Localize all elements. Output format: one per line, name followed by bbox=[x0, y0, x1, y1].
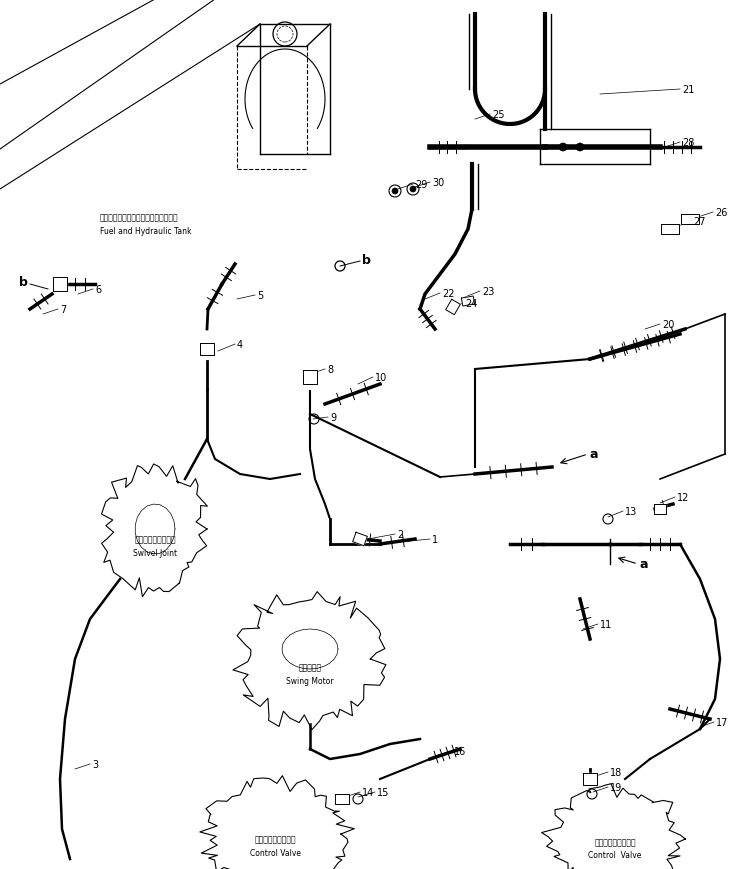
Text: 4: 4 bbox=[237, 340, 243, 349]
Text: 29: 29 bbox=[415, 180, 428, 189]
Text: 7: 7 bbox=[60, 305, 67, 315]
Circle shape bbox=[559, 144, 567, 152]
Text: 18: 18 bbox=[610, 767, 622, 777]
Circle shape bbox=[576, 144, 584, 152]
Text: Control  Valve: Control Valve bbox=[588, 851, 642, 859]
Text: b: b bbox=[362, 253, 371, 266]
Text: コントロールバルブ: コントロールバルブ bbox=[254, 834, 296, 844]
Text: 10: 10 bbox=[375, 373, 387, 382]
Text: 30: 30 bbox=[432, 178, 444, 188]
Text: 2: 2 bbox=[397, 529, 403, 540]
Text: 9: 9 bbox=[330, 413, 336, 422]
Circle shape bbox=[410, 187, 416, 193]
Text: フュエルおよびハイドロリックタンク: フュエルおよびハイドロリックタンク bbox=[100, 213, 178, 222]
Text: b: b bbox=[19, 276, 28, 289]
Text: Swivel Joint: Swivel Joint bbox=[133, 549, 177, 558]
Text: 12: 12 bbox=[677, 493, 690, 502]
Polygon shape bbox=[681, 215, 699, 225]
Text: 3: 3 bbox=[92, 760, 98, 769]
Text: 21: 21 bbox=[682, 85, 694, 95]
Circle shape bbox=[392, 189, 398, 195]
Polygon shape bbox=[661, 225, 679, 235]
Text: Swing Motor: Swing Motor bbox=[286, 677, 334, 686]
Polygon shape bbox=[353, 533, 367, 546]
Polygon shape bbox=[233, 592, 386, 730]
Text: 16: 16 bbox=[454, 746, 466, 756]
Text: a: a bbox=[640, 558, 648, 571]
Polygon shape bbox=[583, 773, 597, 785]
Text: 8: 8 bbox=[327, 365, 333, 375]
Text: Control Valve: Control Valve bbox=[249, 848, 300, 858]
Text: Fuel and Hydraulic Tank: Fuel and Hydraulic Tank bbox=[100, 227, 192, 236]
Text: 19: 19 bbox=[610, 782, 622, 792]
Polygon shape bbox=[303, 370, 317, 385]
Polygon shape bbox=[53, 278, 67, 292]
Text: 28: 28 bbox=[682, 138, 694, 148]
Text: 15: 15 bbox=[377, 787, 389, 797]
Polygon shape bbox=[200, 776, 354, 869]
Text: 22: 22 bbox=[442, 289, 454, 299]
Text: 25: 25 bbox=[492, 109, 505, 120]
Polygon shape bbox=[200, 343, 214, 355]
Polygon shape bbox=[335, 794, 349, 804]
Text: 27: 27 bbox=[693, 216, 705, 227]
Polygon shape bbox=[462, 296, 474, 307]
Polygon shape bbox=[445, 300, 460, 315]
Text: スイベルジョイント: スイベルジョイント bbox=[134, 535, 176, 544]
Text: 24: 24 bbox=[465, 299, 477, 308]
Text: 23: 23 bbox=[482, 287, 494, 296]
Text: 17: 17 bbox=[716, 717, 728, 727]
Polygon shape bbox=[542, 784, 685, 869]
Polygon shape bbox=[654, 504, 666, 514]
Text: 14: 14 bbox=[362, 787, 374, 797]
Text: 1: 1 bbox=[432, 534, 438, 544]
Text: 旋回モータ: 旋回モータ bbox=[298, 663, 322, 672]
Text: a: a bbox=[590, 448, 599, 461]
Text: コントロールバルブ: コントロールバルブ bbox=[594, 838, 636, 846]
Text: 13: 13 bbox=[625, 507, 637, 516]
Polygon shape bbox=[101, 464, 207, 597]
Text: 11: 11 bbox=[600, 620, 612, 629]
Text: 5: 5 bbox=[257, 290, 263, 301]
Text: 6: 6 bbox=[95, 285, 101, 295]
Text: 26: 26 bbox=[715, 208, 727, 218]
Text: 20: 20 bbox=[662, 320, 674, 329]
